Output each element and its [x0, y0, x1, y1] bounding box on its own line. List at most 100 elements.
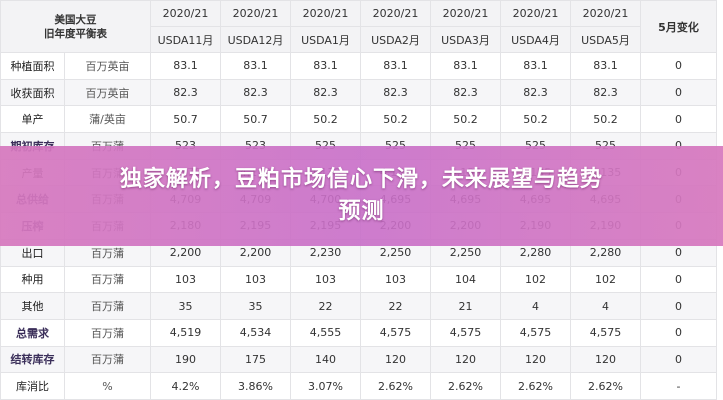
- value-cell: 2.62%: [570, 372, 641, 400]
- value-cell: 50.2: [570, 105, 641, 134]
- header-row: USDA11月 USDA12月 USDA1月 USDA2月 USDA3月 USDA4月 US…: [1, 26, 717, 53]
- report-header: USDA11月: [150, 26, 221, 53]
- value-cell: 0: [640, 265, 717, 294]
- row-label: 库消比: [0, 372, 65, 400]
- value-cell: 0: [640, 318, 717, 347]
- value-cell: 0: [640, 52, 717, 80]
- unit-cell: 百万蒲: [64, 265, 151, 294]
- value-cell: 4,555: [290, 318, 361, 347]
- report-header: USDA12月: [220, 26, 291, 53]
- value-cell: 50.2: [500, 105, 571, 134]
- value-cell: 83.1: [430, 52, 501, 80]
- corner-line: 旧年度平衡表: [44, 27, 107, 40]
- value-cell: 4,575: [360, 318, 431, 347]
- year-header: 2020/21: [570, 0, 641, 27]
- unit-cell: 百万蒲: [64, 318, 151, 347]
- value-cell: 103: [360, 265, 431, 294]
- unit-cell: 百万英亩: [64, 78, 151, 107]
- value-cell: 83.1: [570, 52, 641, 80]
- value-cell: 82.3: [360, 78, 431, 107]
- value-cell: 21: [430, 292, 501, 320]
- value-cell: 83.1: [290, 52, 361, 80]
- value-cell: 50.2: [360, 105, 431, 134]
- header-row: 美国大豆 旧年度平衡表 2020/21 2020/21 2020/21 2020/21…: [0, 0, 717, 53]
- year-header: 2020/21: [500, 0, 571, 27]
- value-cell: -: [640, 372, 717, 400]
- report-header: USDA2月: [360, 26, 431, 53]
- value-cell: 83.1: [220, 52, 291, 80]
- value-cell: 2.62%: [360, 372, 431, 400]
- value-cell: 103: [220, 265, 291, 294]
- corner-header: 美国大豆 旧年度平衡表: [0, 0, 151, 53]
- value-cell: 2.62%: [430, 372, 501, 400]
- value-cell: 4: [570, 292, 641, 320]
- value-cell: 175: [220, 345, 291, 374]
- value-cell: 82.3: [570, 78, 641, 107]
- year-header: 2020/21: [290, 0, 361, 27]
- value-cell: 82.3: [430, 78, 501, 107]
- change-header: 5月变化: [640, 0, 717, 53]
- value-cell: 4: [500, 292, 571, 320]
- unit-cell: 百万英亩: [64, 52, 151, 80]
- year-header: 2020/21: [220, 0, 291, 27]
- value-cell: 103: [150, 265, 221, 294]
- value-cell: 4,534: [220, 318, 291, 347]
- value-cell: 120: [430, 345, 501, 374]
- year-header: 2020/21: [150, 0, 221, 27]
- value-cell: 4.2%: [150, 372, 221, 400]
- table-row: 其他 百万蒲 35 35 22 22 21 4 4 0: [0, 292, 717, 320]
- value-cell: 102: [500, 265, 571, 294]
- value-cell: 50.2: [430, 105, 501, 134]
- banner-title-line: 独家解析，豆粕市场信心下滑，未来展望与趋势: [119, 167, 603, 192]
- row-label: 总需求: [0, 318, 65, 347]
- value-cell: 35: [150, 292, 221, 320]
- report-header: USDA3月: [430, 26, 501, 53]
- banner-title-line: 预测: [338, 199, 385, 224]
- value-cell: 140: [290, 345, 361, 374]
- row-label: 种用: [0, 265, 65, 294]
- value-cell: 2.62%: [500, 372, 571, 400]
- row-label: 收获面积: [0, 78, 65, 107]
- year-header: 2020/21: [430, 0, 501, 27]
- table-row: 收获面积 百万英亩 82.3 82.3 82.3 82.3 82.3 82.3 82.3 0: [0, 78, 717, 107]
- value-cell: 4,575: [500, 318, 571, 347]
- unit-cell: %: [64, 372, 151, 400]
- unit-cell: 蒲/英亩: [64, 105, 151, 134]
- value-cell: 0: [640, 78, 717, 107]
- report-header: USDA1月: [290, 26, 361, 53]
- value-cell: 0: [640, 292, 717, 320]
- corner-line: 美国大豆: [54, 13, 97, 26]
- table-row: 种植面积 百万英亩 83.1 83.1 83.1 83.1 83.1 83.1 83.1 0: [0, 52, 717, 80]
- value-cell: 0: [640, 345, 717, 374]
- row-label: 单产: [0, 105, 65, 134]
- value-cell: 82.3: [150, 78, 221, 107]
- table-row: 单产 蒲/英亩 50.7 50.7 50.2 50.2 50.2 50.2 50.2 0: [0, 105, 717, 134]
- table-row: 结转库存 百万蒲 190 175 140 120 120 120 120 0: [0, 345, 717, 374]
- year-header: 2020/21: [360, 0, 431, 27]
- value-cell: 4,575: [430, 318, 501, 347]
- table-row: 总需求 百万蒲 4,519 4,534 4,555 4,575 4,575 4,575 4,57…: [0, 318, 717, 347]
- row-label: 结转库存: [0, 345, 65, 374]
- value-cell: 4,575: [570, 318, 641, 347]
- value-cell: 102: [570, 265, 641, 294]
- row-label: 其他: [0, 292, 65, 320]
- value-cell: 82.3: [220, 78, 291, 107]
- value-cell: 3.86%: [220, 372, 291, 400]
- value-cell: 50.7: [220, 105, 291, 134]
- value-cell: 120: [570, 345, 641, 374]
- value-cell: 83.1: [360, 52, 431, 80]
- value-cell: 3.07%: [290, 372, 361, 400]
- value-cell: 50.2: [290, 105, 361, 134]
- value-cell: 104: [430, 265, 501, 294]
- report-header: USDA5月: [570, 26, 641, 53]
- value-cell: 83.1: [150, 52, 221, 80]
- value-cell: 190: [150, 345, 221, 374]
- table-row: 种用 百万蒲 103 103 103 103 104 102 102 0: [0, 265, 717, 294]
- value-cell: 50.7: [150, 105, 221, 134]
- unit-cell: 百万蒲: [64, 292, 151, 320]
- value-cell: 83.1: [500, 52, 571, 80]
- value-cell: 22: [290, 292, 361, 320]
- unit-cell: 百万蒲: [64, 345, 151, 374]
- value-cell: 0: [640, 105, 717, 134]
